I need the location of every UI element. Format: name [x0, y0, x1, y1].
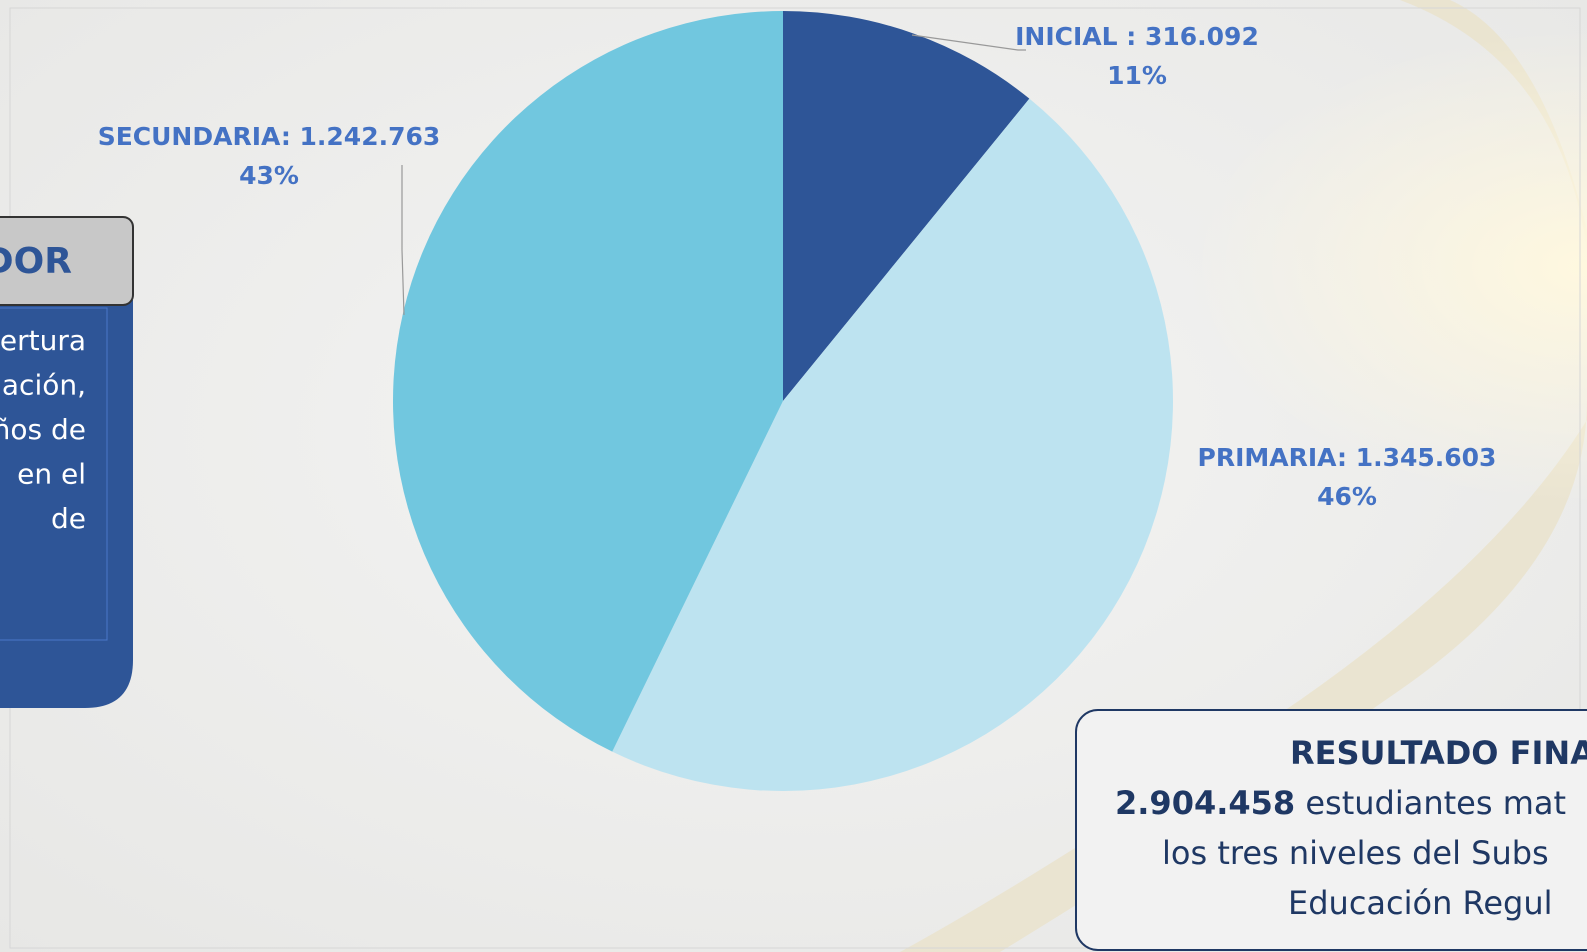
- left-panel-line: de: [51, 502, 86, 535]
- percent-label: 46%: [1317, 482, 1377, 511]
- slide: DOR ertura ación, ños de en el de INICIAL : …: [0, 0, 1587, 952]
- left-panel-line: ación,: [2, 369, 86, 402]
- result-line: los tres niveles del Subs: [1162, 834, 1549, 872]
- result-title: RESULTADO FINA: [1290, 734, 1587, 772]
- result-text: estudiantes mat: [1295, 784, 1566, 822]
- data-label: PRIMARIA: 1.345.603: [1198, 443, 1497, 472]
- left-panel-line: en el: [17, 458, 86, 491]
- left-panel-line: ños de: [0, 413, 86, 446]
- percent-label: 43%: [239, 161, 299, 190]
- left-panel-title: DOR: [0, 241, 72, 282]
- percent-label: 11%: [1107, 61, 1167, 90]
- data-label: INICIAL : 316.092: [1015, 22, 1259, 51]
- left-panel-line: ertura: [0, 324, 86, 357]
- data-label: SECUNDARIA: 1.242.763: [98, 122, 441, 151]
- result-line: 2.904.458 estudiantes mat: [1115, 784, 1566, 822]
- result-total: 2.904.458: [1115, 784, 1295, 822]
- result-line: Educación Regul: [1288, 884, 1553, 922]
